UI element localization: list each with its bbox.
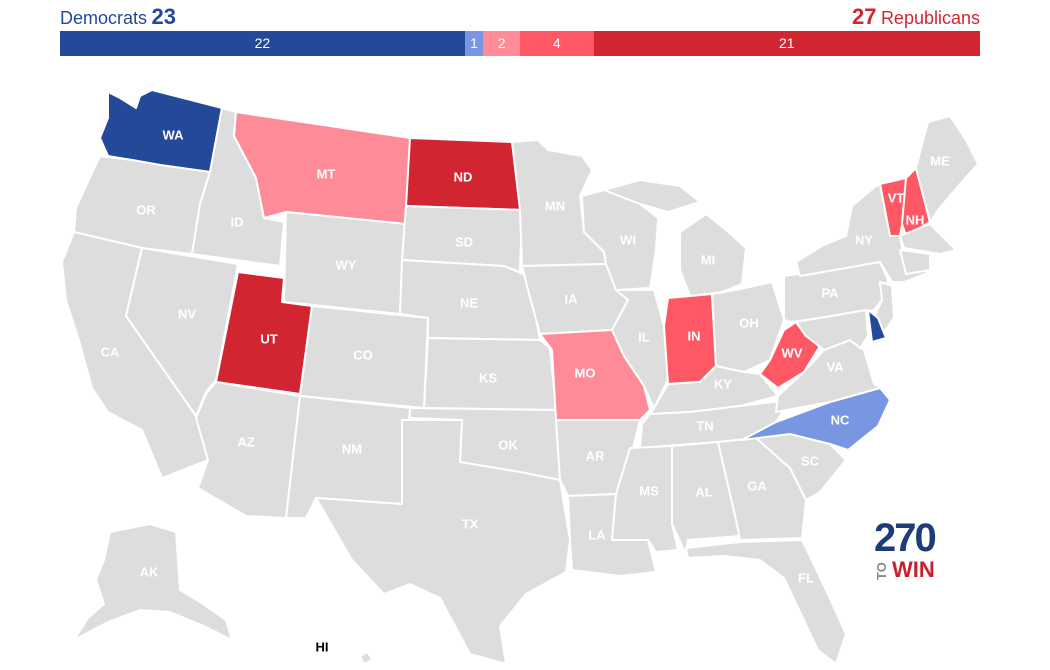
state-il[interactable]: [611, 289, 669, 409]
label-ak: AK: [140, 564, 159, 579]
label-ok: OK: [498, 437, 518, 452]
rep-count: 27: [852, 4, 877, 29]
state-ma[interactable]: [899, 223, 957, 255]
rep-label: Republicans: [880, 8, 980, 28]
bar-segment-safe-rep: 21: [593, 31, 980, 56]
label-in: IN: [688, 328, 701, 343]
state-mi[interactable]: [679, 213, 747, 297]
label-ny: NY: [855, 232, 873, 247]
label-me: ME: [930, 153, 950, 168]
seat-balance-bar: 22 1 2 4 21: [60, 31, 980, 56]
state-fl[interactable]: [685, 539, 847, 665]
label-ar: AR: [586, 448, 605, 463]
bar-segment-lean-rep: 4: [519, 31, 594, 56]
dem-label: Democrats: [60, 8, 148, 28]
label-tn: TN: [696, 418, 713, 433]
label-pa: PA: [821, 285, 839, 300]
state-me[interactable]: [915, 115, 979, 223]
label-vt: VT: [888, 190, 905, 205]
label-la: LA: [588, 527, 606, 542]
label-il: IL: [638, 329, 650, 344]
state-hi[interactable]: [359, 651, 373, 665]
label-wa: WA: [163, 127, 185, 142]
rep-header: 27 Republicans: [852, 0, 980, 30]
label-ky: KY: [714, 376, 732, 391]
bar-segment-lean-dem: 1: [464, 31, 484, 56]
label-id: ID: [231, 214, 244, 229]
label-mn: MN: [545, 198, 565, 213]
label-mt: MT: [317, 166, 336, 181]
label-mi: MI: [701, 252, 715, 267]
bar-segment-tilt-rep: 2: [483, 31, 520, 56]
label-wi: WI: [620, 232, 636, 247]
label-va: VA: [826, 359, 844, 374]
label-mo: MO: [575, 365, 596, 380]
dem-header: Democrats 23: [60, 0, 176, 30]
label-wy: WY: [336, 257, 357, 272]
label-al: AL: [695, 484, 712, 499]
label-ne: NE: [460, 295, 478, 310]
label-ks: KS: [479, 370, 497, 385]
label-co: CO: [353, 347, 373, 362]
state-md[interactable]: [795, 309, 869, 351]
label-oh: OH: [739, 315, 759, 330]
dem-count: 23: [151, 4, 176, 29]
label-sc: SC: [801, 453, 820, 468]
label-ia: IA: [565, 291, 579, 306]
label-nv: NV: [178, 306, 196, 321]
label-wv: WV: [782, 345, 803, 360]
state-nv[interactable]: [125, 247, 239, 417]
label-az: AZ: [237, 434, 254, 449]
state-az[interactable]: [195, 381, 301, 519]
state-mi-upper[interactable]: [603, 179, 701, 213]
label-ca: CA: [101, 344, 120, 359]
label-ut: UT: [260, 331, 277, 346]
label-ga: GA: [747, 478, 767, 493]
state-ct[interactable]: [899, 249, 931, 275]
label-fl: FL: [798, 570, 814, 585]
label-nh: NH: [906, 212, 925, 227]
label-tx: TX: [462, 516, 479, 531]
state-tx[interactable]: [315, 419, 571, 665]
label-nd: ND: [454, 169, 473, 184]
label-nc: NC: [831, 412, 850, 427]
bar-segment-safe-dem: 22: [60, 31, 465, 56]
270towin-logo[interactable]: 270 TO WIN: [874, 516, 944, 586]
label-nm: NM: [342, 441, 362, 456]
label-or: OR: [136, 202, 156, 217]
state-ak[interactable]: [73, 523, 233, 641]
label-ms: MS: [639, 483, 659, 498]
label-sd: SD: [455, 234, 473, 249]
logo-270: 270: [874, 516, 937, 560]
logo-to: TO: [874, 562, 889, 580]
label-hi: HI: [316, 639, 329, 654]
state-de[interactable]: [867, 309, 887, 343]
state-va[interactable]: [775, 339, 881, 413]
logo-win: WIN: [892, 557, 935, 582]
